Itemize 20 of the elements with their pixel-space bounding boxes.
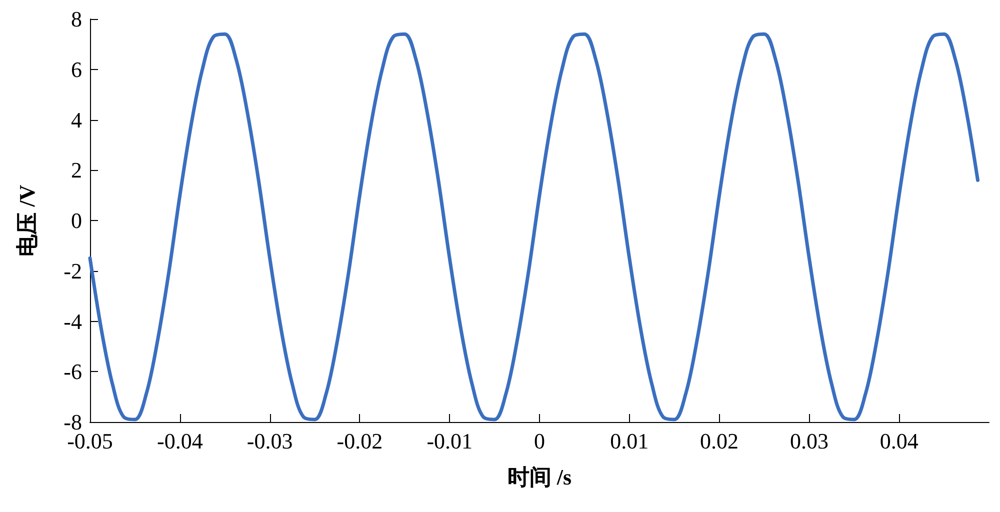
y-tick-label: 8 <box>71 6 82 32</box>
y-tick-label: 0 <box>71 208 82 233</box>
y-tick-label: 4 <box>71 107 82 132</box>
x-tick-label: 0 <box>534 428 545 454</box>
y-tick-label: -2 <box>64 258 82 284</box>
x-tick-label: 0.04 <box>880 428 918 454</box>
x-tick-label: -0.03 <box>246 428 293 454</box>
y-tick-label: -4 <box>64 308 82 334</box>
y-tick-label: -6 <box>64 359 82 384</box>
x-tick-label: 0.02 <box>700 428 739 454</box>
x-tick-label: 0.01 <box>610 428 649 454</box>
y-tick-label: 2 <box>71 158 82 183</box>
y-tick-label: 6 <box>71 56 82 82</box>
x-axis-title: 时间 /s <box>507 464 572 490</box>
x-tick-label: -0.01 <box>426 428 473 454</box>
line-series <box>88 32 980 422</box>
x-tick-label: -0.04 <box>156 428 203 454</box>
x-tick-label: -0.02 <box>336 428 383 454</box>
y-axis-title: 电压 /V <box>14 184 40 256</box>
x-tick-label: 0.03 <box>790 428 828 454</box>
